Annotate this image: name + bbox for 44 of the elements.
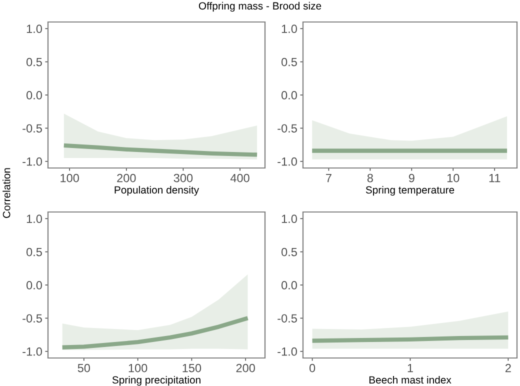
x-tick-label: 200 [236,364,255,372]
x-tick-label: 300 [174,174,193,182]
y-tick-label: 1.0 [282,214,297,224]
y-tick-label: -1.0 [278,157,297,166]
x-tick-label: 100 [60,174,79,182]
y-tick-label: -0.5 [22,314,42,323]
x-tick-label: 50 [78,364,90,372]
y-tick-label: -1.0 [278,347,297,356]
x-axis-title: Population density [114,186,200,196]
y-tick-label: 0.5 [281,248,297,256]
x-axis-title: Beech mast index [369,376,452,384]
y-tick-label: 0.0 [26,281,42,290]
y-tick-label: -0.5 [278,124,297,133]
y-tick-label: 0.0 [26,91,42,100]
x-tick-label: 11 [489,174,500,182]
chart-title: Offpring mass - Brood size [198,2,322,12]
y-tick-label: -1.0 [22,157,42,166]
y-tick-label: -1.0 [22,347,42,356]
line-series [62,143,260,157]
y-tick-label: 0.0 [281,91,297,100]
y-tick-label: 0.5 [26,248,42,256]
y-tick-label: -0.5 [278,314,297,323]
x-tick-label: 400 [230,174,250,182]
x-tick-label: 2 [505,364,511,372]
x-tick-label: 9 [408,174,414,182]
y-tick-label: 1.0 [282,24,297,34]
x-tick-label: 1 [408,364,413,372]
line-series [60,316,250,350]
y-tick-label: 1.0 [26,24,42,34]
y-tick-label: 1.0 [26,214,42,224]
y-tick-label: -0.5 [22,124,42,133]
x-tick-label: 150 [182,364,202,372]
x-tick-label: 100 [128,364,148,372]
x-axis-title: Spring temperature [366,186,454,196]
x-tick-label: 8 [367,174,373,182]
y-tick-label: 0.5 [281,58,297,66]
y-tick-label: 0.0 [281,281,297,290]
x-tick-label: 10 [447,174,460,182]
x-tick-label: 200 [117,174,136,182]
y-tick-label: 0.5 [26,58,42,66]
x-axis-title: Spring precipitation [112,376,200,386]
x-tick-label: 7 [326,174,332,182]
x-tick-label: 0 [309,364,316,372]
y-axis-title: Correlation [2,168,10,218]
